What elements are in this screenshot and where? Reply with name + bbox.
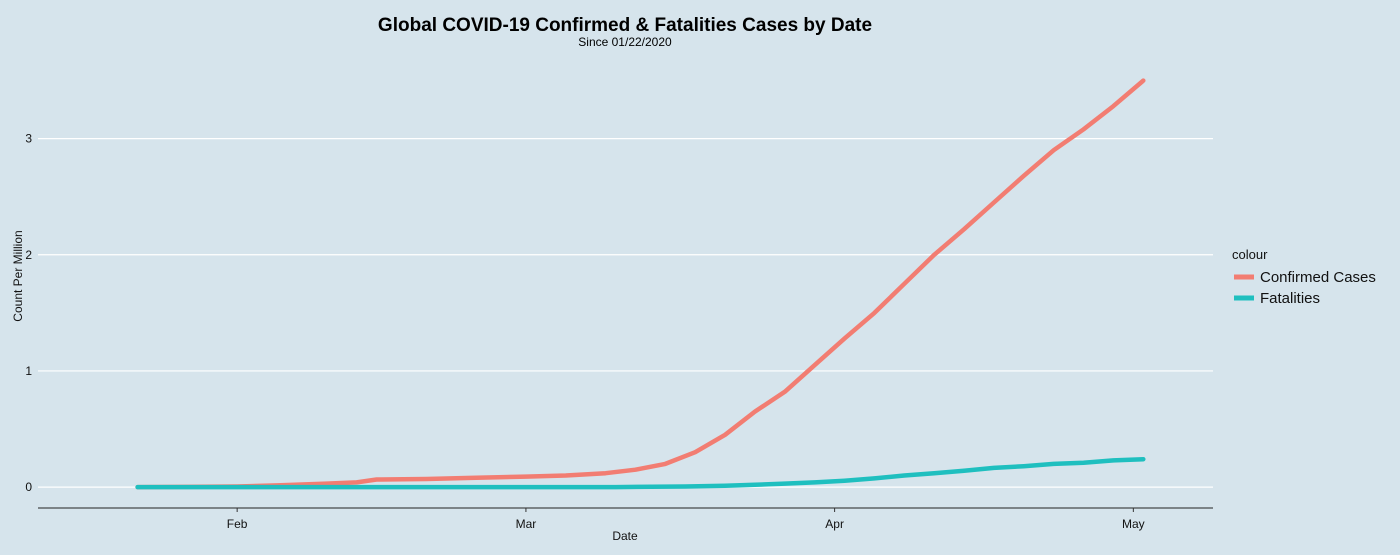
x-axis-label: Date [612,529,638,543]
series-line-confirmed-cases [135,78,1146,490]
legend-items: Confirmed Cases Fatalities [1234,269,1376,307]
legend-label: Confirmed Cases [1260,269,1376,286]
y-axis-label: Count Per Million [11,230,25,321]
y-tick-label: 1 [25,364,32,378]
x-ticks: Feb Mar Apr May [227,508,1145,531]
x-tick-label: May [1122,517,1145,531]
y-tick-label: 2 [25,248,32,262]
legend-title: colour [1232,247,1268,262]
grid [38,138,1213,488]
legend: colour Confirmed Cases Fatalities [1232,247,1376,307]
y-tick-label: 0 [25,480,32,494]
chart-subtitle: Since 01/22/2020 [578,35,672,49]
x-tick-label: Mar [516,517,537,531]
x-tick-label: Apr [825,517,844,531]
legend-label: Fatalities [1260,290,1320,307]
y-ticks: 0 1 2 3 [25,132,32,494]
x-tick-label: Feb [227,517,248,531]
y-tick-label: 3 [25,132,32,146]
series-layer [135,78,1146,490]
series-line-fatalities [135,456,1146,490]
chart-title: Global COVID-19 Confirmed & Fatalities C… [378,15,872,36]
